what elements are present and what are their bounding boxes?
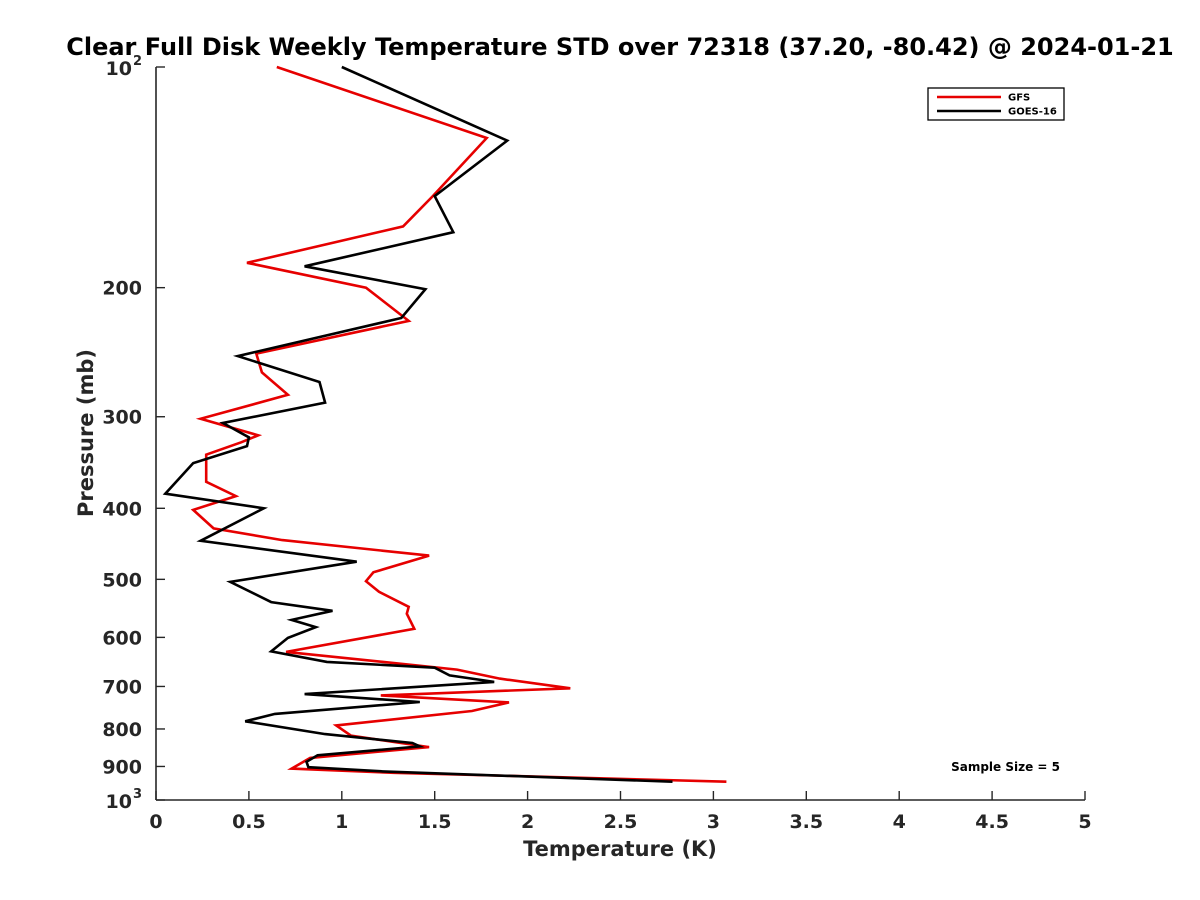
- y-tick-label: 900: [102, 756, 142, 778]
- y-tick-label: 500: [102, 569, 142, 591]
- x-tick-label: 2.5: [604, 811, 638, 833]
- y-axis-label: Pressure (mb): [74, 349, 98, 517]
- legend-box: [927, 87, 1065, 121]
- x-tick-label: 4: [893, 811, 906, 833]
- x-tick-label: 5: [1078, 811, 1091, 833]
- y-tick-label: 10: [106, 791, 132, 813]
- series-line-goes-16: [162, 65, 673, 783]
- y-tick-label: 200: [102, 278, 142, 300]
- y-tick-label: 800: [102, 719, 142, 741]
- x-tick-label: 3.5: [789, 811, 823, 833]
- y-tick-label: 300: [102, 407, 142, 429]
- y-tick-label-exponent: 3: [133, 787, 142, 802]
- sample-size-annotation: Sample Size = 5: [951, 760, 1060, 774]
- x-tick-label: 3: [707, 811, 720, 833]
- legend-label: GOES-16: [1008, 107, 1057, 118]
- y-tick-label: 10: [106, 58, 132, 80]
- x-tick-label: 2: [521, 811, 534, 833]
- x-tick-label: 1: [335, 811, 348, 833]
- y-tick-label: 400: [102, 498, 142, 520]
- chart-title: Clear Full Disk Weekly Temperature STD o…: [66, 33, 1174, 61]
- plot-series-layer: [162, 65, 727, 783]
- y-tick-label-exponent: 2: [133, 54, 142, 69]
- x-axis-label: Temperature (K): [523, 837, 717, 861]
- x-tick-label: 0: [149, 811, 162, 833]
- series-line-gfs: [190, 65, 727, 783]
- legend: GFS GOES-16: [927, 87, 1065, 121]
- x-tick-label: 0.5: [232, 811, 266, 833]
- legend-label: GFS: [1008, 93, 1030, 104]
- y-tick-label: 600: [102, 627, 142, 649]
- x-tick-label: 4.5: [975, 811, 1009, 833]
- plot-axes-layer: 0 0.5 1 1.5 2 2.5 3 3.5 4 4.5 510 22003004005006007…: [102, 54, 1091, 833]
- y-tick-label: 700: [102, 676, 142, 698]
- x-tick-label: 1.5: [418, 811, 452, 833]
